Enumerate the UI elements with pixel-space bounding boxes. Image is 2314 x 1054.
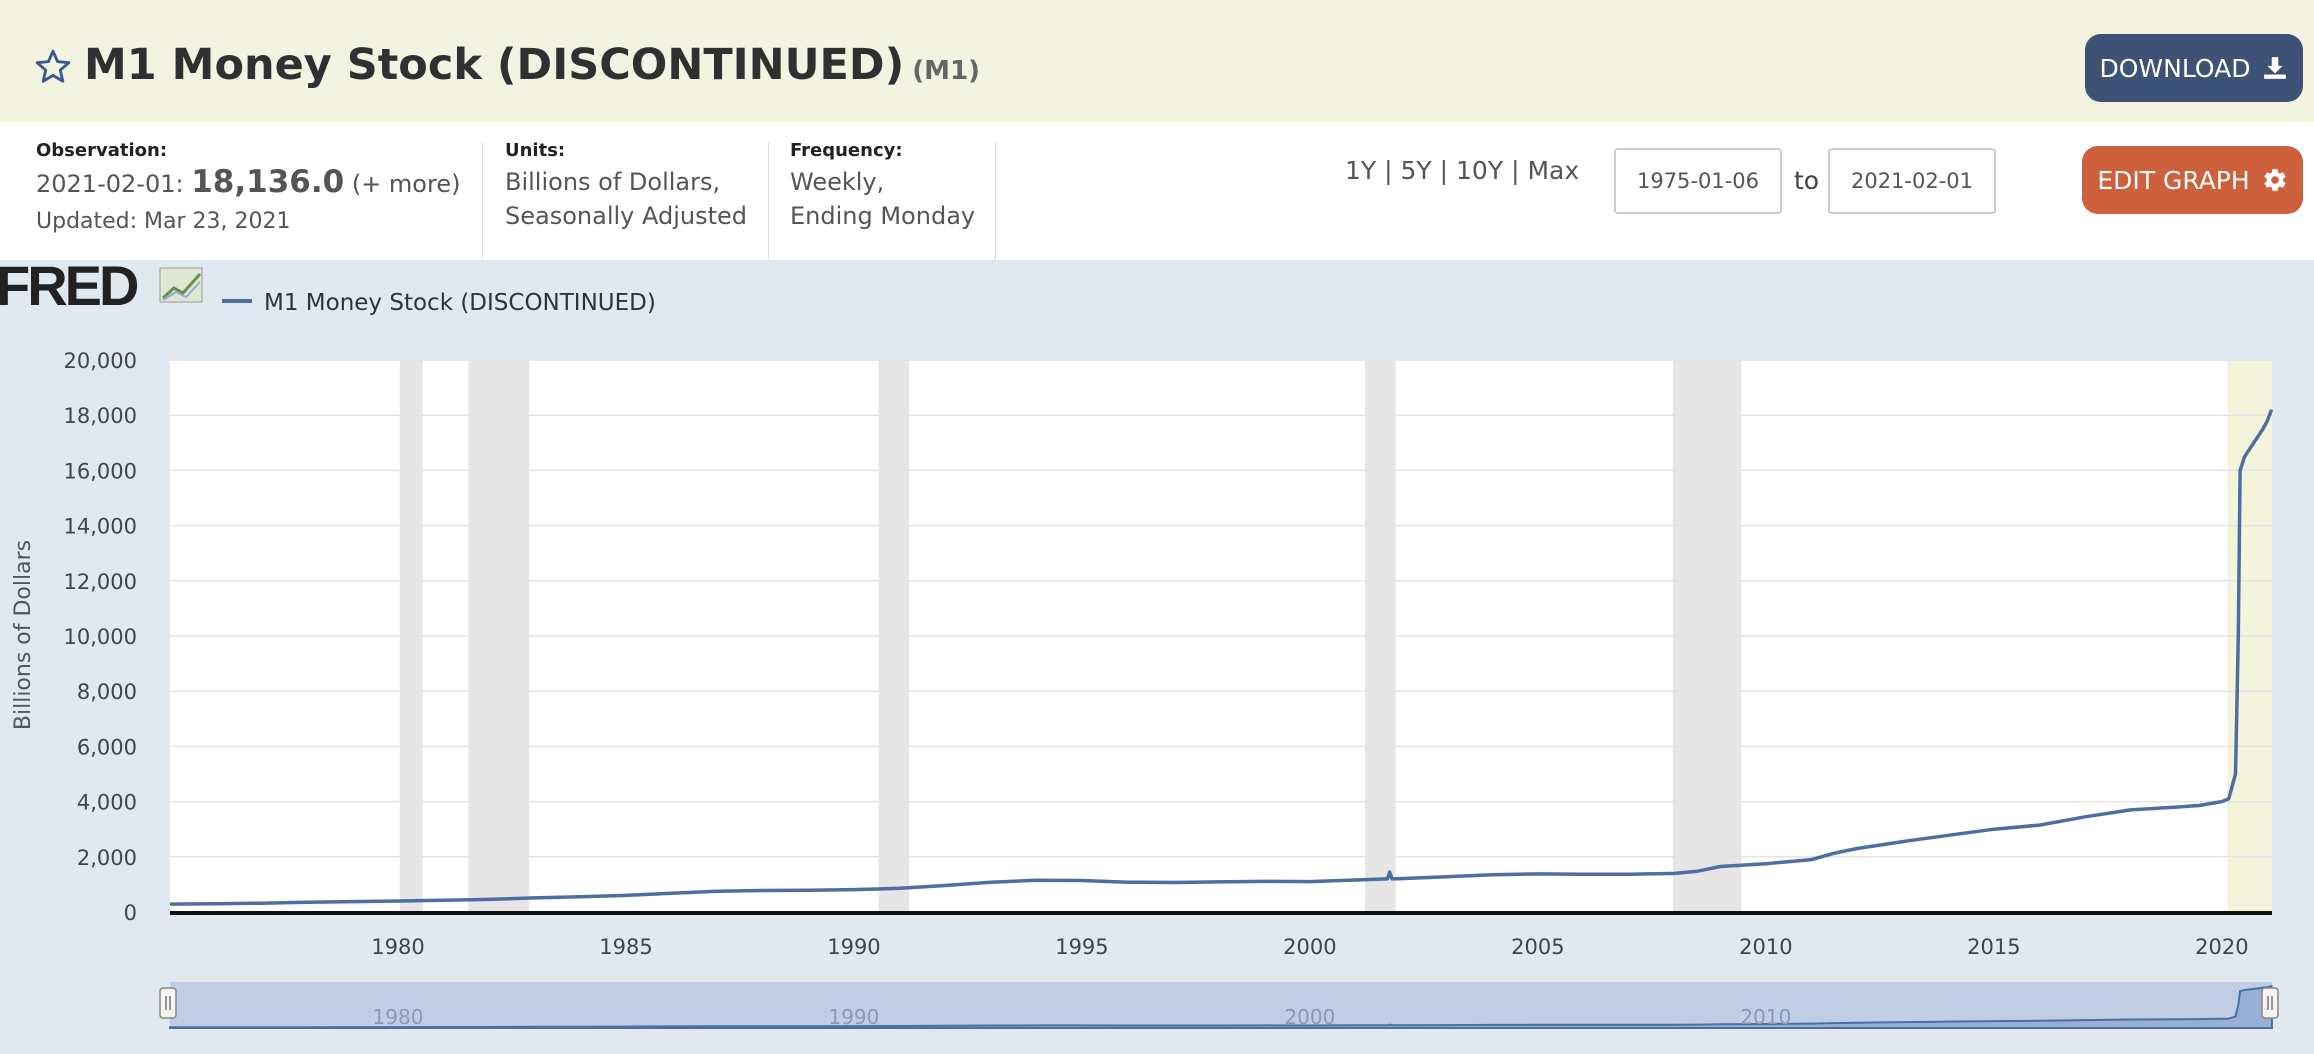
x-tick-label: 1985 [599, 935, 652, 959]
range-selector: 1Y | 5Y | 10Y | Max [1345, 156, 1580, 185]
download-button[interactable]: DOWNLOAD [2085, 34, 2303, 102]
navigator-window[interactable] [170, 982, 2272, 1028]
observation-line: 2021-02-01: 18,136.0 (+ more) [36, 165, 460, 201]
navigator-handle[interactable] [159, 987, 177, 1019]
updated-date: Updated: Mar 23, 2021 [36, 209, 291, 234]
series-title: M1 Money Stock (DISCONTINUED) [84, 40, 905, 90]
x-tick-label: 1995 [1055, 935, 1108, 959]
observation-value: 18,136.0 [191, 164, 345, 200]
series-id: (M1) [912, 56, 981, 86]
series-meta: Observation: 2021-02-01: 18,136.0 (+ mor… [0, 122, 2314, 260]
frequency-block: Frequency: Weekly, Ending Monday [790, 140, 975, 233]
navigator-tick-label: 1980 [373, 1005, 424, 1029]
x-tick-label: 2000 [1283, 935, 1336, 959]
range-5y[interactable]: 5Y [1400, 156, 1432, 185]
download-icon [2264, 57, 2287, 79]
units-line2: Seasonally Adjusted [505, 202, 748, 230]
series-line[interactable] [169, 409, 2274, 906]
start-date-input[interactable] [1614, 148, 1782, 214]
range-max[interactable]: Max [1527, 156, 1580, 185]
x-tick-label: 1980 [371, 935, 424, 959]
y-tick-label: 8,000 [77, 680, 137, 704]
navigator-tick-label: 2000 [1284, 1005, 1335, 1029]
frequency-line1: Weekly, [790, 168, 885, 196]
edit-graph-label: EDIT GRAPH [2097, 165, 2250, 195]
x-tick-label: 2015 [1967, 935, 2020, 959]
y-tick-label: 0 [124, 901, 137, 925]
units-block: Units: Billions of Dollars, Seasonally A… [505, 140, 747, 233]
series-header: M1 Money Stock (DISCONTINUED) (M1) DOWNLO… [0, 0, 2314, 122]
navigator-tick-label: 1990 [828, 1005, 879, 1029]
frequency-label: Frequency: [790, 140, 903, 161]
star-icon[interactable] [34, 48, 72, 86]
y-tick-label: 2,000 [77, 846, 137, 870]
y-tick-label: 20,000 [64, 349, 137, 373]
chart-area: 1980 1985 1990 1995 2000 2005 2010 2015 2020 0 2,… [0, 260, 2314, 1054]
fred-logo: FRED [0, 260, 138, 317]
y-tick-label: 4,000 [77, 791, 137, 815]
x-tick-label: 1990 [827, 935, 880, 959]
range-10y[interactable]: 10Y [1456, 156, 1504, 185]
units-line1: Billions of Dollars, [505, 168, 721, 196]
x-tick-label: 2020 [2195, 935, 2248, 959]
observation-date: 2021-02-01: [36, 170, 184, 198]
page-title: M1 Money Stock (DISCONTINUED) (M1) [84, 40, 980, 90]
units-label: Units: [505, 140, 566, 161]
x-tick-label: 2005 [1511, 935, 1564, 959]
frequency-line2: Ending Monday [790, 202, 976, 230]
y-tick-label: 18,000 [64, 404, 137, 428]
navigator-handle[interactable] [2261, 987, 2279, 1019]
edit-graph-button[interactable]: EDIT GRAPH [2082, 146, 2303, 214]
observation-block: Observation: 2021-02-01: 18,136.0 (+ mor… [36, 140, 460, 239]
y-axis-label: Billions of Dollars [11, 540, 36, 730]
end-date-input[interactable] [1828, 148, 1996, 214]
divider [482, 142, 483, 260]
observation-label: Observation: [36, 140, 168, 161]
more-link[interactable]: (+ more) [351, 170, 461, 198]
download-label: DOWNLOAD [2099, 53, 2251, 83]
to-label: to [1794, 166, 1820, 195]
divider [768, 142, 769, 260]
x-tick-label: 2010 [1739, 935, 1792, 959]
y-tick-label: 6,000 [77, 735, 137, 759]
line-chart[interactable]: 1980 1985 1990 1995 2000 2005 2010 2015 2020 0 2,… [0, 260, 2314, 1054]
y-tick-label: 10,000 [64, 625, 137, 649]
legend-label: M1 Money Stock (DISCONTINUED) [264, 290, 656, 316]
gear-icon [2264, 169, 2286, 191]
divider [995, 142, 996, 260]
chart-icon [159, 267, 203, 303]
y-tick-label: 16,000 [64, 459, 137, 483]
range-1y[interactable]: 1Y [1345, 156, 1377, 185]
navigator-tick-label: 2010 [1740, 1005, 1791, 1029]
y-tick-label: 12,000 [64, 570, 137, 594]
navigator-series [169, 984, 2274, 1029]
y-tick-label: 14,000 [64, 515, 137, 539]
